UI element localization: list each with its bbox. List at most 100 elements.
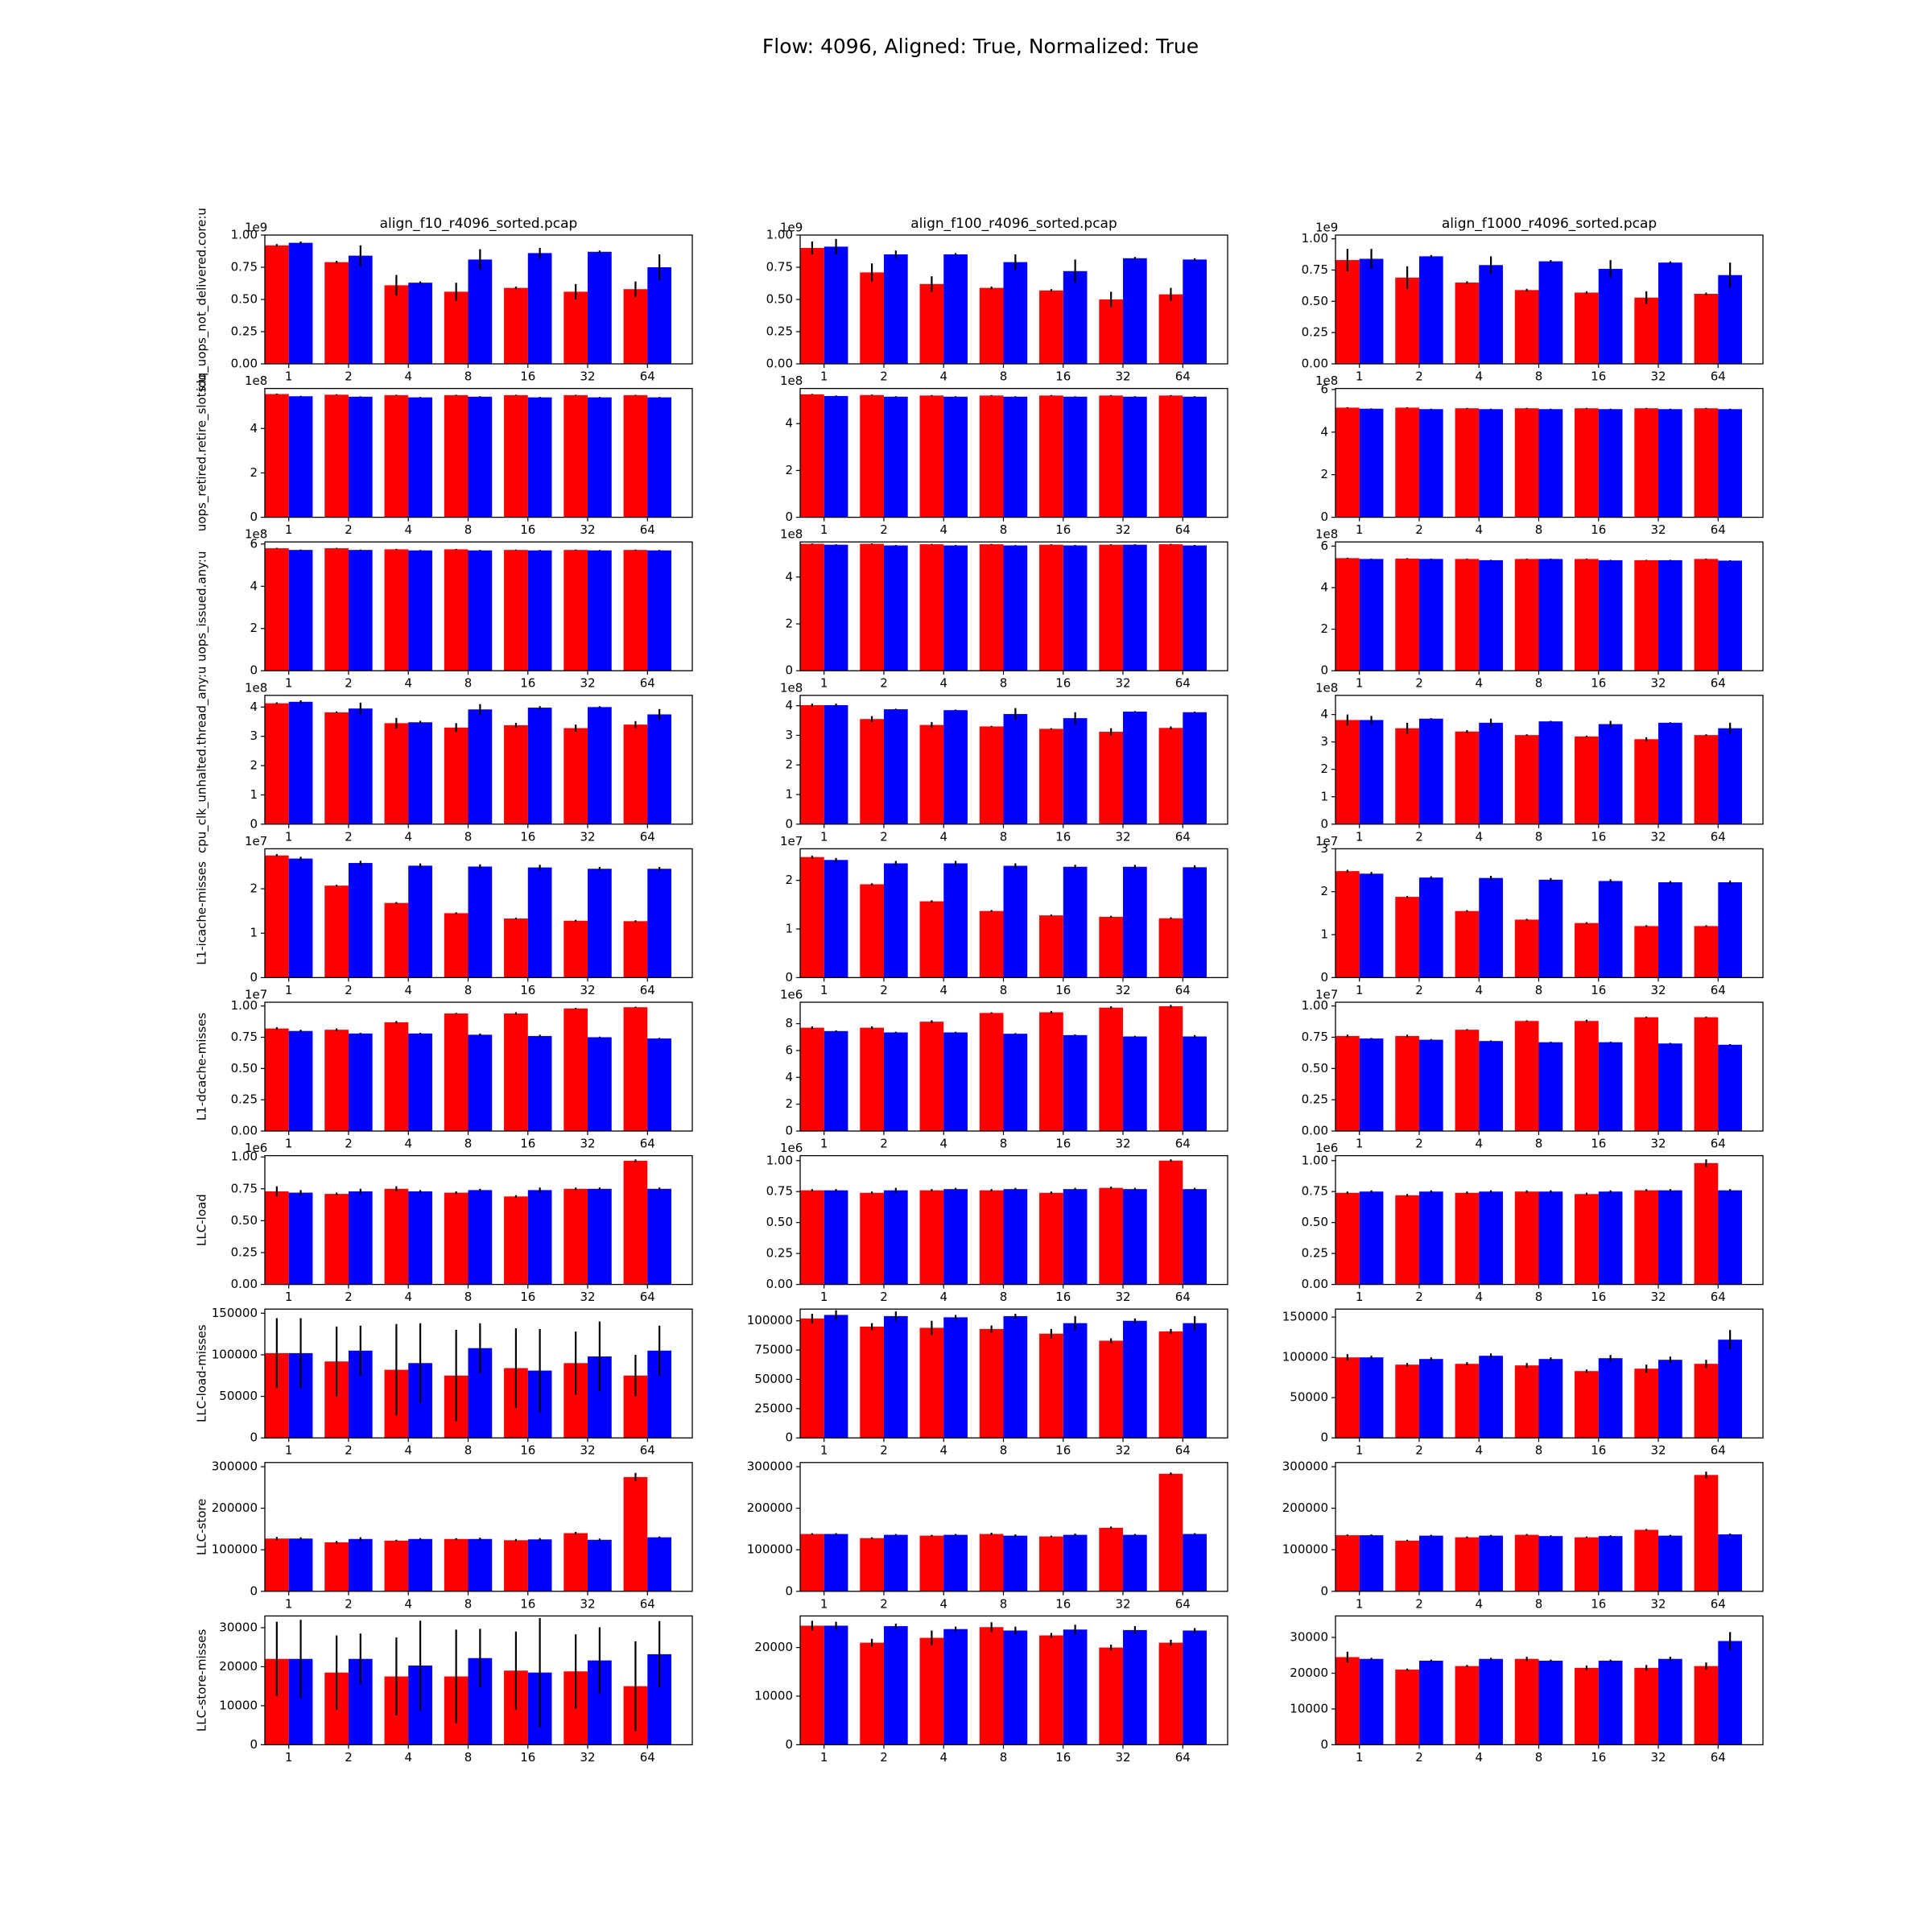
y-tick-label: 4 [1320, 707, 1328, 721]
x-tick-label: 2 [880, 1137, 888, 1151]
x-tick-label: 4 [939, 1443, 947, 1458]
axes-frame [1335, 1154, 1764, 1286]
bar [1158, 1473, 1183, 1591]
bar [1183, 1534, 1208, 1591]
bar [564, 550, 588, 671]
x-tick-label: 64 [640, 1443, 655, 1458]
y-tick-label: 100000 [747, 1313, 793, 1327]
x-tick-label: 32 [1650, 1137, 1666, 1151]
axes-frame [264, 541, 693, 671]
bar [800, 1190, 824, 1285]
y-tick-label: 30000 [1290, 1630, 1328, 1645]
y-tick-label: 0 [1320, 970, 1328, 985]
bar [1099, 1187, 1124, 1285]
bar [919, 395, 944, 518]
bar [979, 395, 1004, 518]
x-tick-label: 1 [820, 829, 828, 844]
x-tick-label: 2 [1415, 829, 1423, 844]
bar [860, 1538, 884, 1591]
y-tick-label: 25000 [754, 1401, 793, 1415]
bar [979, 1328, 1004, 1439]
bar [883, 545, 908, 671]
x-tick-label: 16 [1055, 983, 1071, 997]
x-tick-label: 8 [464, 1290, 473, 1304]
y-tick-label: 0 [1320, 663, 1328, 678]
axes-frame [799, 541, 1228, 671]
bar [824, 860, 848, 978]
x-tick-label: 16 [1591, 522, 1606, 537]
y-tick-label: 100000 [212, 1542, 258, 1557]
y-offset-label: 1e6 [780, 988, 803, 1002]
y-tick-label: 0 [1320, 816, 1328, 831]
y-tick-label: 3 [1320, 841, 1328, 856]
axes-frame [1335, 1462, 1764, 1592]
x-tick-label: 2 [345, 1750, 353, 1765]
bar [468, 1034, 493, 1131]
x-tick-label: 32 [1115, 1443, 1130, 1458]
bar [860, 1327, 884, 1439]
bar [324, 262, 349, 364]
y-tick-label: 1.00 [231, 1150, 258, 1164]
bar [1514, 408, 1539, 518]
x-tick-label: 4 [1475, 1750, 1483, 1765]
bar [1538, 409, 1563, 518]
bar [647, 1038, 672, 1131]
x-tick-label: 32 [580, 676, 595, 691]
x-tick-label: 32 [580, 1290, 595, 1304]
x-tick-label: 8 [464, 1750, 473, 1765]
bar [647, 550, 672, 671]
x-tick-label: 4 [939, 522, 947, 537]
x-tick-label: 64 [640, 1750, 655, 1765]
axes-frame [264, 1154, 693, 1286]
y-tick-label: 2 [250, 621, 258, 635]
bar [1039, 915, 1063, 978]
bar [1359, 1038, 1384, 1131]
x-tick-label: 16 [1591, 676, 1606, 691]
bar [1575, 736, 1599, 824]
bar [800, 1027, 824, 1131]
bar [348, 708, 373, 824]
x-tick-label: 8 [1000, 1750, 1008, 1765]
bar [919, 1190, 944, 1285]
x-tick-label: 32 [580, 1750, 595, 1765]
bar [1538, 879, 1563, 978]
bar [265, 394, 289, 518]
y-tick-label: 20000 [754, 1640, 793, 1654]
bar [1538, 721, 1563, 824]
bar [1418, 877, 1443, 978]
bar [1039, 1012, 1063, 1131]
y-tick-label: 4 [1320, 424, 1328, 439]
bar [883, 709, 908, 824]
x-tick-label: 16 [520, 676, 535, 691]
bar [408, 722, 432, 824]
x-tick-label: 64 [640, 829, 655, 844]
bar [468, 1190, 493, 1285]
bar [860, 719, 884, 824]
x-tick-label: 32 [1650, 369, 1666, 384]
bar [1335, 1357, 1360, 1439]
bar [1455, 1364, 1480, 1439]
x-tick-label: 8 [1535, 369, 1543, 384]
y-offset-label: 1e8 [245, 527, 267, 542]
bar [564, 1008, 588, 1131]
bar [1395, 407, 1419, 518]
y-tick-label: 0 [1320, 1737, 1328, 1752]
bar [1039, 1536, 1063, 1591]
y-offset-label: 1e8 [1315, 680, 1338, 695]
x-tick-label: 4 [939, 829, 947, 844]
bar [1123, 544, 1147, 671]
y-offset-label: 1e9 [245, 221, 267, 235]
x-tick-label: 4 [939, 1750, 947, 1765]
bar [883, 1534, 908, 1591]
x-tick-label: 32 [1650, 1596, 1666, 1611]
y-offset-label: 1e8 [245, 680, 267, 695]
subplot-title: align_f100_r4096_sorted.pcap [910, 216, 1117, 232]
bar [800, 1625, 824, 1745]
y-tick-label: 2 [785, 463, 793, 477]
bar [1335, 260, 1360, 364]
bar [883, 1315, 908, 1439]
bar [1039, 1635, 1063, 1745]
bar [588, 1188, 612, 1285]
x-tick-label: 16 [1055, 1290, 1071, 1304]
bar [1418, 1191, 1443, 1285]
